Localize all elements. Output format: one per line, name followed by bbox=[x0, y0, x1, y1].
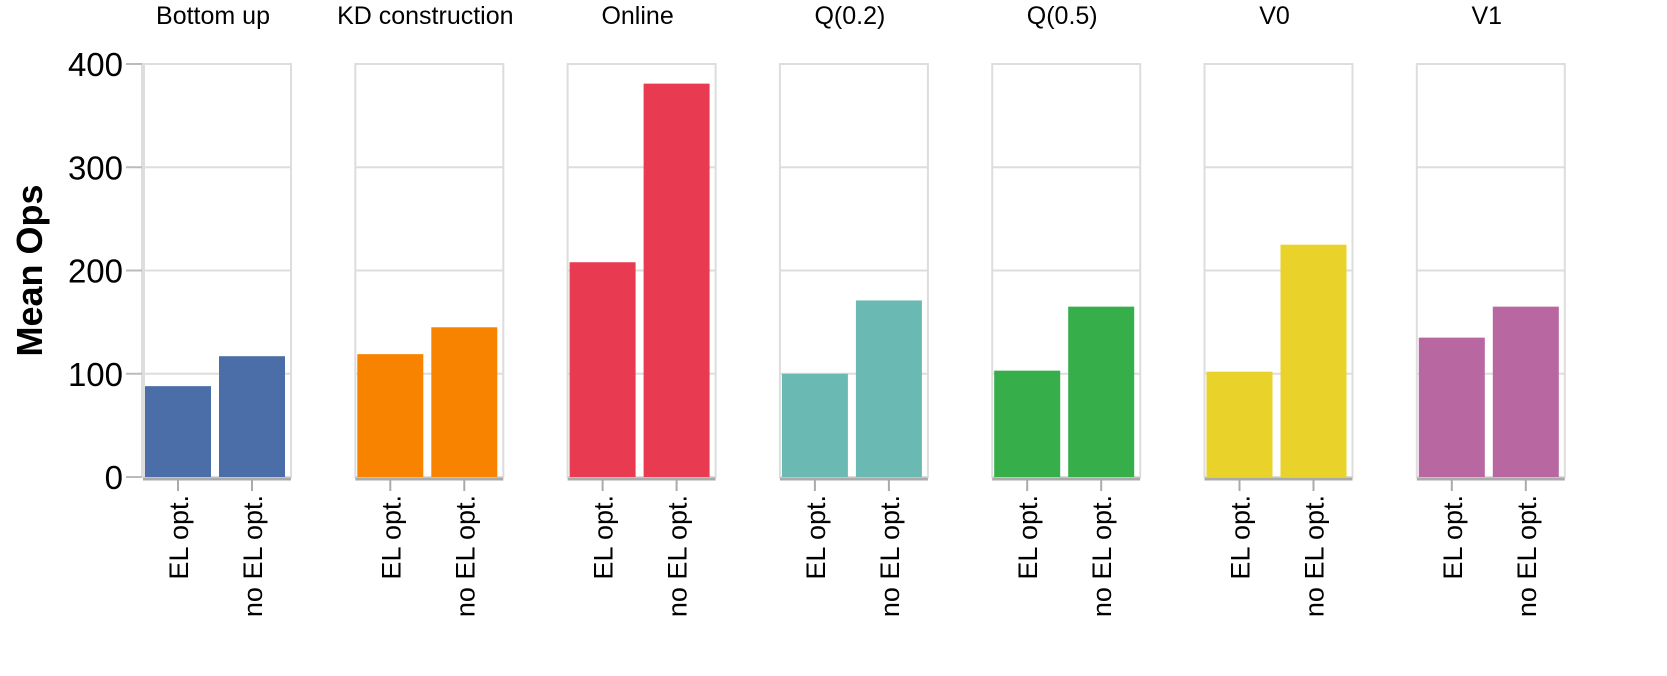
y-tick-label: 0 bbox=[105, 459, 123, 496]
facet-title: Q(0.2) bbox=[814, 2, 885, 30]
y-axis: 0 100 200 300 400 bbox=[68, 46, 145, 496]
y-tick-label: 400 bbox=[68, 46, 123, 83]
x-tick-label: EL opt. bbox=[1226, 495, 1256, 580]
bar bbox=[569, 262, 636, 477]
x-tick-label: EL opt. bbox=[1438, 495, 1468, 580]
facet: V1 EL opt. no EL opt. bbox=[1415, 2, 1566, 617]
bar bbox=[1068, 306, 1135, 477]
facet: V0 EL opt. no EL opt. bbox=[1203, 2, 1354, 617]
bar bbox=[1418, 337, 1485, 477]
y-tick-label: 200 bbox=[68, 253, 123, 290]
facet-title: Bottom up bbox=[156, 2, 270, 30]
x-tick-label: no EL opt. bbox=[663, 495, 693, 617]
facet-title: V1 bbox=[1472, 2, 1503, 30]
facet: Q(0.5) EL opt. no EL opt. bbox=[991, 2, 1142, 617]
x-tick-label: no EL opt. bbox=[875, 495, 905, 617]
facet-title: Q(0.5) bbox=[1027, 2, 1098, 30]
bar bbox=[643, 83, 710, 478]
y-tick-label: 100 bbox=[68, 356, 123, 393]
x-tick-label: no EL opt. bbox=[1300, 495, 1330, 617]
x-tick-label: no EL opt. bbox=[1512, 495, 1542, 617]
bar bbox=[1206, 371, 1273, 477]
x-tick-label: no EL opt. bbox=[238, 495, 268, 617]
x-tick-label: no EL opt. bbox=[450, 495, 480, 617]
bar bbox=[219, 356, 285, 477]
facet-title: Online bbox=[601, 2, 673, 30]
facet-title: KD construction bbox=[337, 2, 513, 30]
bar bbox=[431, 327, 498, 477]
bar bbox=[994, 370, 1061, 477]
facet: Bottom up EL opt. no EL opt. bbox=[142, 2, 292, 617]
x-tick-label: EL opt. bbox=[1013, 495, 1043, 580]
x-tick-label: no EL opt. bbox=[1087, 495, 1117, 617]
bar bbox=[1280, 244, 1347, 477]
x-tick-label: EL opt. bbox=[376, 495, 406, 580]
facet: KD construction EL opt. no EL opt. bbox=[337, 2, 513, 617]
x-tick-label: EL opt. bbox=[589, 495, 619, 580]
x-tick-label: EL opt. bbox=[801, 495, 831, 580]
bar bbox=[1492, 306, 1559, 477]
bar bbox=[781, 373, 848, 477]
y-tick-label: 300 bbox=[68, 149, 123, 186]
x-tick-label: EL opt. bbox=[164, 495, 194, 580]
facet: Q(0.2) EL opt. no EL opt. bbox=[778, 2, 929, 617]
facet-title: V0 bbox=[1259, 2, 1290, 30]
bar bbox=[357, 354, 424, 477]
bar bbox=[145, 386, 211, 477]
y-axis-title: Mean Ops bbox=[9, 184, 50, 356]
bar bbox=[855, 300, 922, 477]
facet: Online EL opt. no EL opt. bbox=[566, 2, 717, 617]
